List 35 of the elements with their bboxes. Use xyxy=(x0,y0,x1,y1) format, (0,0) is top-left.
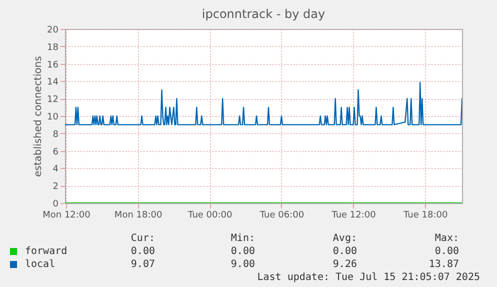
text: Max: xyxy=(434,232,459,245)
x-tick-label: Tue 06:00 xyxy=(258,210,304,220)
y-tick-label: 10 xyxy=(47,112,59,122)
legend-label: forward xyxy=(24,245,68,258)
text: 0.00 xyxy=(434,245,459,258)
y-tick-label: 18 xyxy=(47,42,59,53)
line-series xyxy=(65,82,462,126)
x-tick-label: Tue 00:00 xyxy=(187,210,232,220)
x-tick-label: Mon 12:00 xyxy=(42,210,91,220)
text: 0.00 xyxy=(230,245,255,258)
y-tick-label: 12 xyxy=(47,95,58,106)
text: 0.00 xyxy=(130,245,155,258)
text: 9.26 xyxy=(332,258,357,271)
text: Cur: xyxy=(130,232,155,245)
text: 0.00 xyxy=(332,245,357,258)
y-axis-title: established connections xyxy=(33,56,44,177)
text: Last update: Tue Jul 15 21:05:07 2025 xyxy=(256,271,480,284)
y-tick-label: 16 xyxy=(47,60,59,70)
chart-title: ipconntrack - by day xyxy=(202,7,326,21)
text: 13.87 xyxy=(428,258,459,271)
text: Avg: xyxy=(332,232,357,245)
y-tick-label: 4 xyxy=(52,164,59,175)
y-tick-label: 0 xyxy=(52,200,59,210)
y-tick-label: 20 xyxy=(47,26,59,36)
y-tick-label: 2 xyxy=(52,182,58,192)
x-tick-label: Mon 18:00 xyxy=(114,210,162,220)
x-tick-label: Tue 18:00 xyxy=(402,210,448,220)
legend-label: local xyxy=(24,258,56,271)
text: 9.00 xyxy=(230,258,255,271)
text: Min: xyxy=(230,232,255,245)
y-tick-label: 6 xyxy=(52,147,59,158)
text: 9.07 xyxy=(130,258,155,271)
x-tick-label: Tue 12:00 xyxy=(330,210,376,220)
y-tick-label: 14 xyxy=(47,78,59,88)
y-tick-label: 8 xyxy=(52,130,59,140)
